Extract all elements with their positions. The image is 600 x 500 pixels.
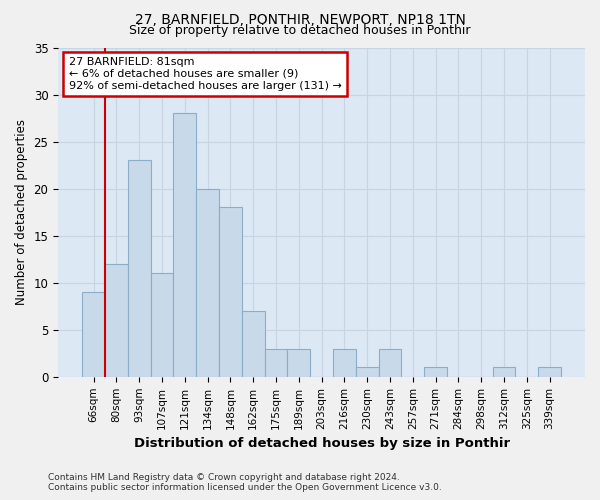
Text: 27 BARNFIELD: 81sqm
← 6% of detached houses are smaller (9)
92% of semi-detached: 27 BARNFIELD: 81sqm ← 6% of detached hou… bbox=[68, 58, 341, 90]
Bar bbox=[242, 311, 265, 377]
Bar bbox=[219, 208, 242, 377]
Bar bbox=[538, 368, 561, 377]
Bar bbox=[265, 348, 287, 377]
Y-axis label: Number of detached properties: Number of detached properties bbox=[15, 119, 28, 305]
Bar bbox=[128, 160, 151, 377]
Bar bbox=[151, 274, 173, 377]
X-axis label: Distribution of detached houses by size in Ponthir: Distribution of detached houses by size … bbox=[134, 437, 509, 450]
Bar bbox=[493, 368, 515, 377]
Bar bbox=[105, 264, 128, 377]
Bar bbox=[196, 188, 219, 377]
Bar bbox=[173, 114, 196, 377]
Bar bbox=[82, 292, 105, 377]
Text: Contains HM Land Registry data © Crown copyright and database right 2024.
Contai: Contains HM Land Registry data © Crown c… bbox=[48, 473, 442, 492]
Bar bbox=[356, 368, 379, 377]
Bar bbox=[287, 348, 310, 377]
Bar bbox=[333, 348, 356, 377]
Bar bbox=[379, 348, 401, 377]
Bar bbox=[424, 368, 447, 377]
Text: 27, BARNFIELD, PONTHIR, NEWPORT, NP18 1TN: 27, BARNFIELD, PONTHIR, NEWPORT, NP18 1T… bbox=[134, 12, 466, 26]
Text: Size of property relative to detached houses in Ponthir: Size of property relative to detached ho… bbox=[129, 24, 471, 37]
